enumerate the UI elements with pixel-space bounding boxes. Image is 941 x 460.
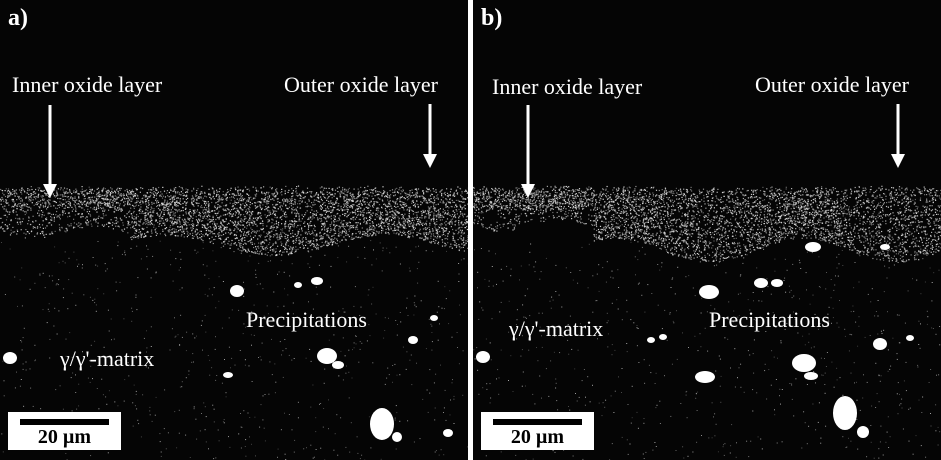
scale-bar-b: 20 µm [481, 412, 594, 450]
micrograph-panel-a: a) Inner oxide layer Outer oxide layer P… [0, 0, 468, 460]
scale-bar-line-b [493, 419, 582, 425]
panel-letter-a: a) [8, 5, 28, 31]
panel-letter-b: b) [481, 5, 503, 31]
inner-oxide-label-b: Inner oxide layer [492, 74, 643, 99]
precipitations-label-a: Precipitations [246, 307, 367, 332]
outer-oxide-label-a: Outer oxide layer [284, 72, 438, 97]
inner-oxide-label-a: Inner oxide layer [12, 72, 163, 97]
element-map-texture-b [473, 104, 941, 460]
scale-bar-line-a [20, 419, 109, 425]
matrix-label-a: γ/γ'-matrix [60, 346, 155, 371]
scale-bar-a: 20 µm [8, 412, 121, 450]
scale-bar-label-b: 20 µm [510, 426, 565, 448]
scale-bar-label-a: 20 µm [37, 426, 92, 448]
micrograph-panel-b: b) Inner oxide layer Outer oxide layer P… [473, 0, 941, 460]
matrix-label-b: γ/γ'-matrix [509, 316, 604, 341]
outer-oxide-label-b: Outer oxide layer [755, 72, 909, 97]
element-map-texture-a [0, 104, 468, 460]
precipitations-label-b: Precipitations [709, 307, 830, 332]
